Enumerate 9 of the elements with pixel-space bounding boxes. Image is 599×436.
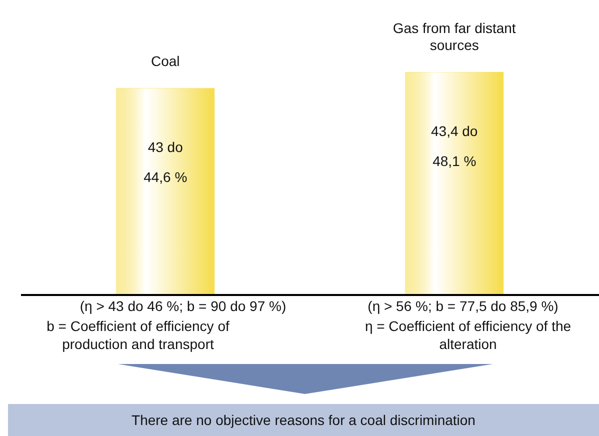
text: There are no objective reasons for a coal discrimination: [8, 404, 599, 436]
data-label: 43 do 44,6 %: [144, 139, 188, 186]
text: (η > 43 do 46 %; b = 90 do 97 %): [78, 297, 288, 315]
text: b = Coefficient of efficiency of production and transport: [46, 317, 230, 353]
x-tick-label: Gas from far distant sources: [392, 20, 516, 53]
data-label: 43,4 do 48,1 %: [431, 123, 478, 169]
text: (η > 56 %; b = 77,5 do 85,9 %): [366, 297, 560, 315]
x-tick-label: Coal: [150, 53, 180, 70]
text: η = Coefficient of efficiency of the alteration: [364, 317, 572, 353]
